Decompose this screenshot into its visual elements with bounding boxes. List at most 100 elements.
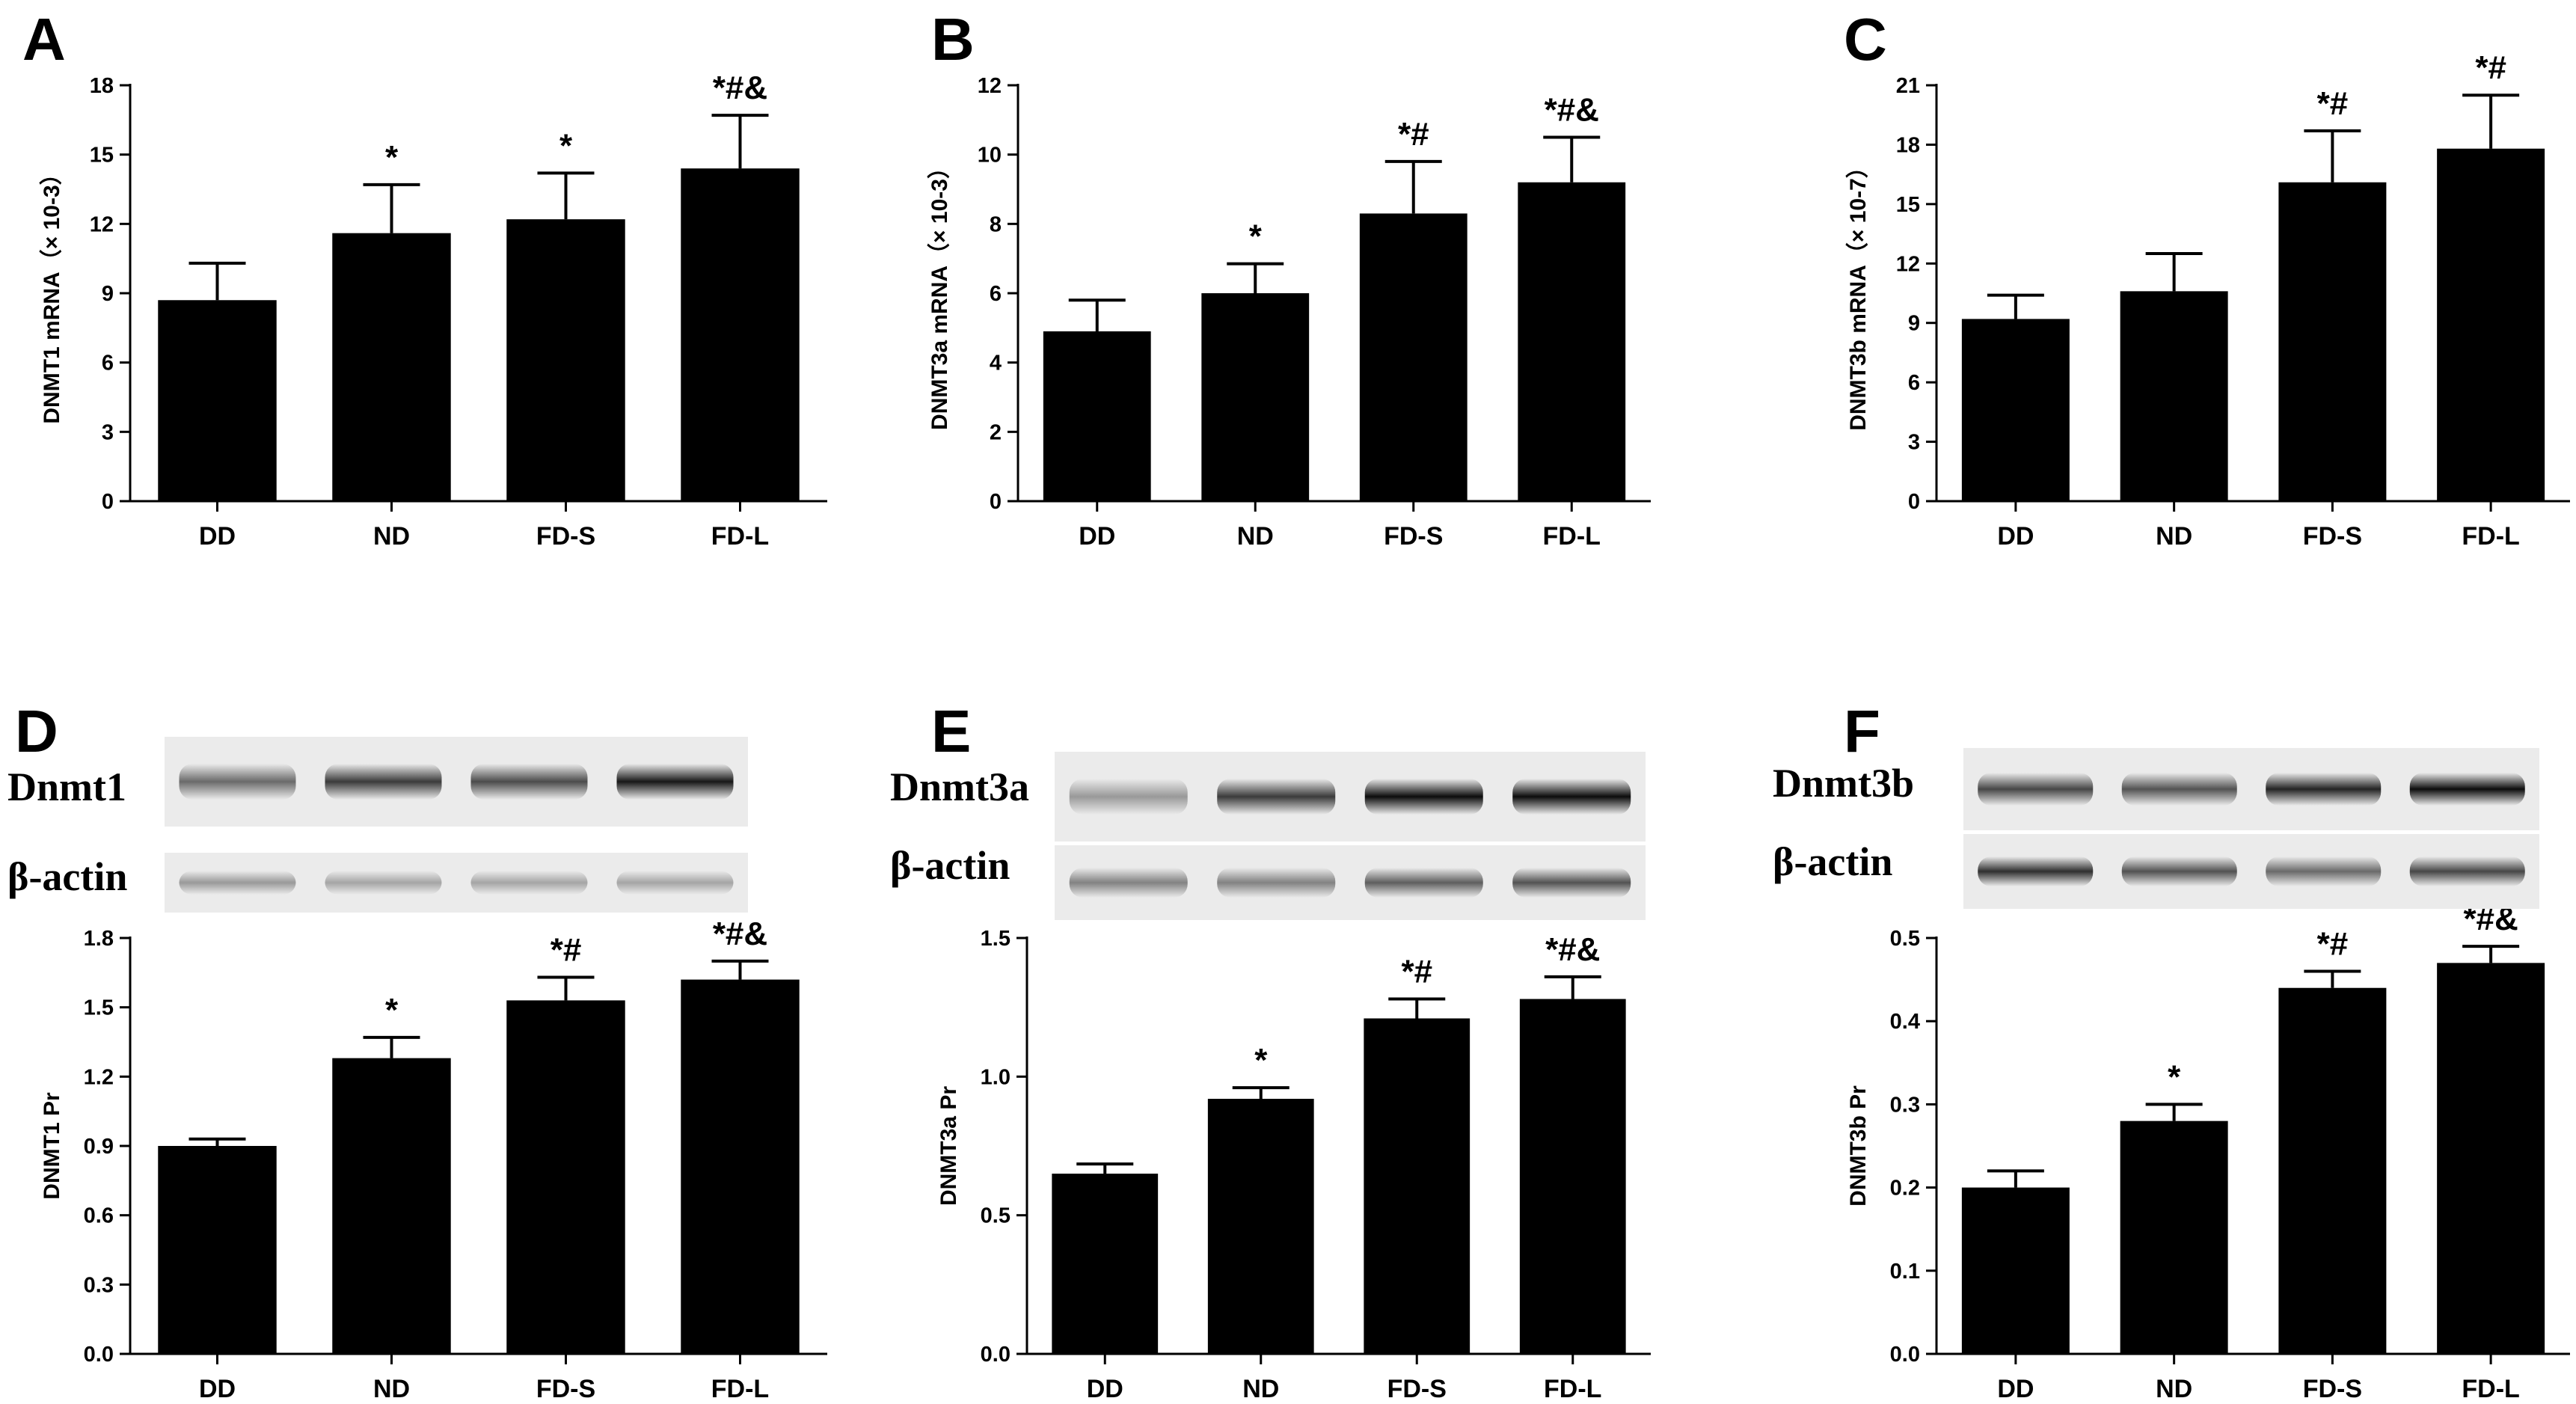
- y-tick-label: 0: [990, 490, 1002, 514]
- y-tick-label: 0.0: [981, 1343, 1011, 1367]
- category-label: ND: [373, 1375, 410, 1403]
- significance-label: *#&: [713, 70, 767, 106]
- y-tick-label: 0.1: [1890, 1260, 1920, 1284]
- category-label: ND: [373, 522, 410, 551]
- category-label: DD: [199, 1375, 236, 1403]
- bar-dd: [158, 1146, 277, 1354]
- panel-letter: A: [22, 6, 66, 73]
- y-tick-label: 1.5: [981, 927, 1011, 951]
- significance-label: *: [1249, 218, 1263, 255]
- significance-label: *: [2168, 1058, 2181, 1095]
- bar-fd-s: [2278, 987, 2387, 1354]
- blot-band: [1978, 773, 2094, 806]
- significance-label: *: [385, 992, 399, 1029]
- significance-label: *#&: [713, 916, 767, 952]
- y-tick-label: 15: [1896, 193, 1920, 217]
- category-label: FD-L: [2462, 1375, 2519, 1403]
- category-label: ND: [2156, 522, 2192, 551]
- panel-letter: E: [931, 698, 971, 764]
- bar-dd: [1961, 1187, 2070, 1354]
- bar-nd: [332, 1058, 451, 1354]
- blot-band: [2266, 773, 2382, 806]
- y-tick-label: 3: [1908, 431, 1920, 455]
- bar-fd-s: [1359, 213, 1468, 501]
- y-tick-label: 1.5: [84, 996, 114, 1020]
- western-blot: Dnmt3a β-actin: [890, 752, 1646, 920]
- bar-nd: [1201, 293, 1310, 501]
- y-tick-label: 6: [1908, 371, 1920, 395]
- bar-nd: [2120, 1121, 2228, 1354]
- y-tick-label: 15: [90, 144, 114, 168]
- blot-band: [470, 871, 588, 895]
- blot-band: [1069, 779, 1188, 815]
- y-tick-label: 0: [102, 490, 114, 514]
- western-blot: Dnmt1 β-actin: [7, 737, 748, 913]
- category-label: ND: [1242, 1375, 1279, 1403]
- bar-fd-l: [1518, 182, 1626, 501]
- y-axis-label: DNMT3a mRNA（× 10-3）: [927, 156, 952, 430]
- y-tick-label: 0.0: [1890, 1343, 1920, 1367]
- y-tick-label: 0: [1908, 490, 1920, 514]
- category-label: FD-S: [536, 1375, 595, 1403]
- western-blot: Dnmt3b β-actin: [1773, 748, 2539, 909]
- category-label: DD: [1997, 1375, 2034, 1403]
- bar-fd-s: [506, 1000, 625, 1354]
- category-label: FD-L: [2462, 522, 2519, 551]
- blot-band: [2121, 856, 2237, 886]
- category-label: FD-L: [711, 1375, 769, 1403]
- y-tick-label: 18: [90, 74, 114, 98]
- bar-fd-l: [681, 168, 800, 501]
- blot-band: [2409, 773, 2525, 806]
- y-tick-label: 2: [990, 420, 1002, 444]
- y-tick-label: 1.0: [981, 1065, 1011, 1089]
- significance-label: *#: [551, 932, 582, 969]
- category-label: DD: [199, 522, 236, 551]
- blot-band: [1217, 868, 1336, 898]
- category-label: FD-S: [1387, 1375, 1447, 1403]
- category-label: ND: [1237, 522, 1274, 551]
- blot-band: [1978, 856, 2094, 886]
- panel-letter: D: [15, 698, 58, 764]
- y-tick-label: 12: [90, 212, 114, 236]
- y-tick-label: 0.5: [981, 1204, 1011, 1228]
- blot-label: Dnmt3b: [1773, 761, 1914, 806]
- y-tick-label: 4: [990, 352, 1002, 375]
- y-tick-label: 0.5: [1890, 927, 1920, 951]
- blot-band: [1217, 779, 1336, 815]
- panel-letter: B: [931, 6, 975, 73]
- blot-band: [2121, 773, 2237, 806]
- chart-panel-d: D 0.0 0.3 0.6 0.9 1.2 1.5 1.8 DNMT1 Pr DD * ND *# FD-…: [7, 698, 827, 1403]
- y-axis-label: DNMT3a Pr: [936, 1086, 961, 1206]
- y-tick-label: 12: [1896, 252, 1920, 276]
- y-axis-label: DNMT3b Pr: [1846, 1085, 1871, 1207]
- significance-label: *#&: [1545, 931, 1600, 968]
- blot-label: Dnmt1: [7, 764, 126, 809]
- bar-nd: [2120, 291, 2228, 501]
- y-tick-label: 6: [102, 352, 114, 375]
- significance-label: *: [1254, 1042, 1268, 1079]
- bar-fd-s: [1364, 1018, 1471, 1354]
- significance-label: *: [385, 139, 399, 176]
- bar-fd-l: [2437, 148, 2545, 501]
- y-tick-label: 0.6: [84, 1204, 114, 1228]
- blot-band: [325, 764, 442, 800]
- y-tick-label: 18: [1896, 133, 1920, 157]
- chart-panel-a: A 0 3 6 9 12 15 18 DNMT1 mRNA（× 10-3） DD * ND * FD-S *…: [22, 6, 827, 551]
- panel-letter: C: [1844, 6, 1887, 73]
- blot-band: [470, 764, 588, 800]
- bar-dd: [1043, 331, 1151, 501]
- bar-fd-l: [681, 979, 800, 1354]
- bar-dd: [158, 300, 277, 501]
- y-tick-label: 6: [990, 282, 1002, 306]
- blot-label: β-actin: [890, 843, 1010, 888]
- blot-band: [1364, 779, 1483, 815]
- y-tick-label: 8: [990, 212, 1002, 236]
- significance-label: *#: [2317, 85, 2349, 122]
- bar-nd: [1207, 1098, 1314, 1354]
- blot-band: [325, 871, 442, 895]
- category-label: DD: [1997, 522, 2034, 551]
- y-tick-label: 9: [1908, 312, 1920, 336]
- y-tick-label: 1.2: [84, 1065, 114, 1089]
